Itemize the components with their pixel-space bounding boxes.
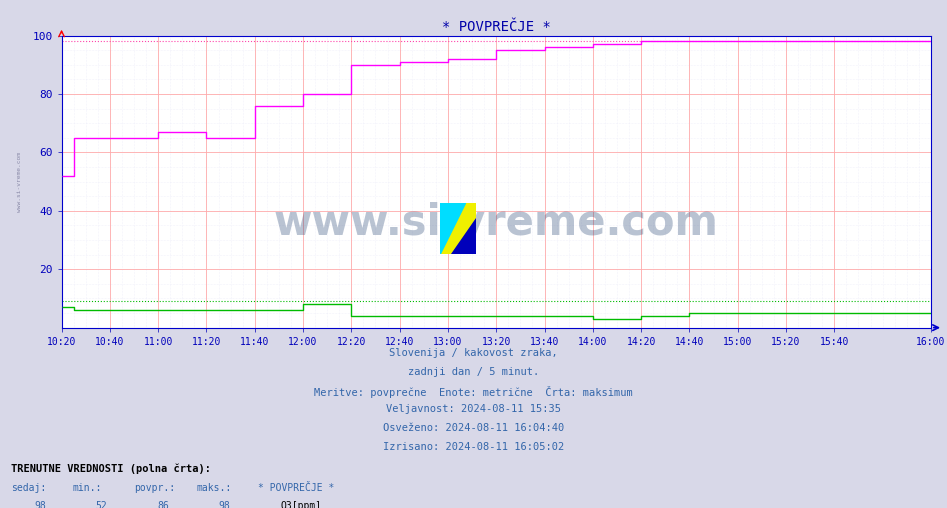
Text: www.si-vreme.com: www.si-vreme.com — [274, 202, 719, 243]
Polygon shape — [451, 218, 476, 254]
Text: 86: 86 — [157, 501, 169, 508]
Text: Osveženo: 2024-08-11 16:04:40: Osveženo: 2024-08-11 16:04:40 — [383, 423, 564, 433]
Text: 52: 52 — [96, 501, 107, 508]
Text: 98: 98 — [34, 501, 45, 508]
Text: maks.:: maks.: — [196, 483, 231, 493]
Text: Meritve: povprečne  Enote: metrične  Črta: maksimum: Meritve: povprečne Enote: metrične Črta:… — [314, 386, 633, 398]
Text: TRENUTNE VREDNOSTI (polna črta):: TRENUTNE VREDNOSTI (polna črta): — [11, 463, 211, 474]
Text: povpr.:: povpr.: — [134, 483, 175, 493]
Text: Izrisano: 2024-08-11 16:05:02: Izrisano: 2024-08-11 16:05:02 — [383, 442, 564, 452]
Text: sedaj:: sedaj: — [11, 483, 46, 493]
Text: Slovenija / kakovost zraka,: Slovenija / kakovost zraka, — [389, 348, 558, 358]
Text: zadnji dan / 5 minut.: zadnji dan / 5 minut. — [408, 367, 539, 377]
Text: Veljavnost: 2024-08-11 15:35: Veljavnost: 2024-08-11 15:35 — [386, 404, 561, 415]
Text: O3[ppm]: O3[ppm] — [280, 501, 321, 508]
Text: www.si-vreme.com: www.si-vreme.com — [17, 151, 23, 212]
Title: * POVPREČJE *: * POVPREČJE * — [442, 20, 550, 35]
Text: min.:: min.: — [73, 483, 102, 493]
Text: * POVPREČJE *: * POVPREČJE * — [258, 483, 334, 493]
Text: 98: 98 — [219, 501, 230, 508]
Polygon shape — [440, 203, 466, 254]
